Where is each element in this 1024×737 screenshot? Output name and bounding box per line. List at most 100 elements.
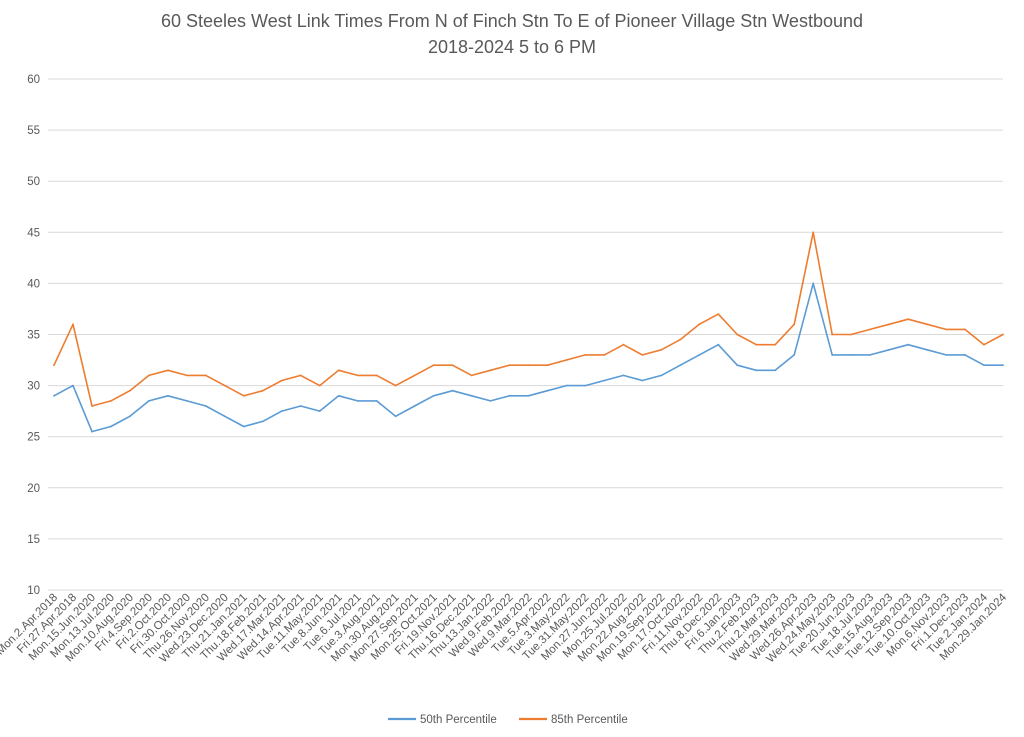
data-point — [888, 323, 890, 326]
data-point — [186, 400, 188, 402]
data-point — [242, 425, 245, 428]
y-tick-label: 40 — [27, 278, 40, 290]
data-point — [470, 394, 473, 397]
data-point — [318, 384, 321, 387]
data-point — [907, 343, 909, 346]
data-point — [660, 374, 663, 377]
data-point — [223, 415, 226, 418]
data-point — [299, 374, 302, 377]
data-point — [413, 405, 416, 407]
data-point — [736, 333, 739, 336]
data-point — [129, 415, 131, 418]
data-point — [72, 323, 74, 326]
data-point — [337, 394, 340, 397]
data-point — [432, 394, 435, 397]
data-point — [565, 384, 568, 387]
data-point — [926, 323, 928, 326]
data-point — [698, 354, 701, 356]
data-point — [356, 400, 359, 402]
series-line-p85 — [53, 231, 1004, 407]
data-point — [831, 354, 834, 356]
data-point — [869, 354, 871, 356]
data-point — [148, 374, 150, 377]
data-point — [242, 394, 245, 397]
data-point — [641, 379, 644, 382]
data-point — [280, 410, 283, 412]
data-point — [470, 374, 473, 377]
data-point — [508, 394, 511, 397]
data-point — [717, 313, 720, 315]
data-point — [812, 282, 815, 285]
data-point — [679, 364, 682, 367]
data-point — [527, 394, 530, 397]
data-point — [53, 364, 55, 367]
data-point — [964, 354, 966, 356]
y-tick-label: 50 — [27, 176, 40, 188]
data-point — [53, 394, 55, 397]
data-point — [565, 359, 568, 361]
data-point — [945, 328, 947, 331]
data-point — [394, 384, 397, 387]
data-point — [375, 374, 378, 377]
data-point — [755, 369, 758, 372]
x-axis: Mon.2.Apr.2018Fri.27.Apr.2018Mon.15.Jun.… — [0, 591, 1010, 665]
data-point — [299, 405, 302, 407]
data-point — [641, 354, 644, 356]
data-point — [793, 354, 796, 356]
data-point — [926, 348, 928, 351]
y-tick-label: 30 — [27, 381, 40, 393]
data-point — [945, 354, 947, 356]
y-tick-label: 45 — [27, 227, 40, 239]
data-point — [774, 343, 777, 346]
data-point — [546, 389, 549, 392]
data-point — [584, 354, 587, 356]
data-point — [755, 343, 758, 346]
data-point — [110, 400, 112, 402]
data-point — [356, 374, 359, 377]
data-point — [603, 379, 606, 382]
y-tick-label: 25 — [27, 432, 40, 444]
data-point — [186, 374, 188, 377]
y-tick-label: 20 — [27, 483, 40, 495]
data-point — [451, 389, 454, 392]
data-point — [394, 415, 397, 418]
data-point — [261, 389, 264, 392]
data-point — [167, 369, 169, 372]
data-point — [717, 343, 720, 346]
legend-label-p85: 85th Percentile — [551, 714, 628, 726]
data-point — [698, 323, 701, 326]
data-point — [375, 400, 378, 402]
data-point — [983, 364, 985, 367]
y-tick-label: 60 — [27, 74, 40, 86]
data-point — [489, 400, 492, 402]
data-point — [584, 384, 587, 387]
data-point — [831, 333, 834, 336]
data-point — [736, 364, 739, 367]
data-point — [432, 364, 435, 367]
data-point — [679, 338, 682, 341]
data-point — [622, 343, 625, 346]
data-point — [793, 323, 796, 326]
data-point — [204, 405, 207, 407]
data-point — [167, 394, 169, 397]
y-tick-label: 55 — [27, 125, 40, 137]
data-point — [660, 348, 663, 351]
gridlines — [48, 78, 1003, 591]
data-point — [774, 369, 777, 372]
data-point — [413, 374, 416, 377]
data-point — [869, 328, 871, 331]
data-point — [546, 364, 549, 367]
series-lines — [53, 231, 1004, 433]
y-axis: 10 15 20 25 30 35 40 45 50 55 60 — [27, 74, 40, 597]
data-point — [337, 369, 340, 372]
chart-title: 60 Steeles West Link Times From N of Fin… — [160, 11, 864, 31]
data-point — [91, 430, 93, 433]
data-point — [850, 354, 853, 356]
data-point — [451, 364, 454, 367]
data-point — [489, 369, 492, 372]
y-tick-label: 15 — [27, 534, 40, 546]
series-line-p50 — [53, 282, 1003, 433]
chart-subtitle: 2018-2024 5 to 6 PM — [427, 37, 597, 57]
